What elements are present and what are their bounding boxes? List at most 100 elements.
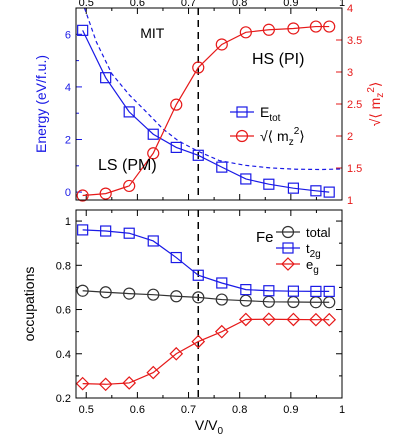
top-panel-series [76, 7, 343, 202]
point-E_tot [323, 186, 335, 198]
point-t2g [77, 224, 89, 236]
legend-marker [282, 242, 294, 254]
legend-label-main: t [306, 241, 310, 256]
top-x-tick-label: 0.9 [283, 0, 298, 9]
point-moment [239, 26, 252, 39]
legend-label: Etot [260, 104, 281, 124]
point-moment [215, 38, 228, 51]
legend-label: √⟨ mz2⟩ [260, 126, 305, 148]
legend-label-sup: 2 [294, 126, 300, 137]
moment-tick-label: 3 [347, 67, 353, 79]
legend-label-sub: g [313, 265, 319, 276]
point-E_tot [240, 173, 252, 185]
point-total [192, 291, 205, 304]
point-E_tot [310, 185, 322, 197]
point-moment [309, 20, 323, 33]
moment-tick-label: 2.5 [347, 99, 362, 111]
moment-tick-label: 1.5 [347, 163, 362, 175]
point-eg [75, 376, 90, 391]
legend-label-main: total [306, 225, 331, 240]
occupations-axis-label: occupations [21, 267, 37, 342]
energy-tick-label: 6 [65, 29, 71, 41]
point-t2g [192, 269, 204, 281]
point-eg [286, 312, 301, 327]
top-x-tick-label: 1 [339, 0, 345, 9]
point-t2g [216, 277, 228, 289]
bottom-x-tick-label: 0.9 [283, 404, 298, 416]
point-E_tot [192, 149, 204, 161]
occupation-tick-label: 0.4 [56, 349, 71, 361]
point-eg [238, 312, 253, 327]
top-x-tick-label: 0.7 [181, 0, 196, 9]
point-eg [169, 346, 184, 361]
point-t2g [100, 225, 112, 237]
legend-marker [235, 129, 249, 143]
point-t2g [310, 285, 322, 297]
point-eg [309, 312, 323, 327]
point-t2g [147, 235, 159, 247]
legend-label-main: √⟨ m [260, 128, 289, 144]
legend-label: eg [306, 257, 319, 276]
point-t2g [287, 285, 300, 297]
bottom-x-tick-label: 0.7 [181, 404, 196, 416]
bottom-panel-ticks: 0.5 0.6 0.7 0.8 0.9 1 0.2 0.4 0.6 0.8 1 [56, 210, 345, 416]
energy-tick-label: 0 [65, 187, 71, 199]
bottom-panel: 0.5 0.6 0.7 0.8 0.9 1 0.2 0.4 0.6 0.8 1 Fe occupat… [21, 209, 345, 437]
point-eg [322, 312, 337, 327]
legend-label: total [306, 225, 331, 240]
series-line-t2g [82, 229, 330, 292]
point-moment [192, 61, 205, 74]
point-t2g [123, 227, 135, 239]
point-total [99, 286, 112, 299]
point-moment [170, 98, 183, 111]
series-line-total [82, 290, 330, 303]
point-eg [214, 324, 229, 339]
hs-label: HS (PI) [252, 51, 304, 68]
bottom-x-tick-label: 0.5 [79, 404, 94, 416]
moment-axis-label-main: √⟨ m [367, 98, 383, 127]
moment-axis-label: √⟨ mz2⟩ [366, 82, 386, 127]
point-t2g [240, 284, 252, 296]
top-x-tick-label: 0.8 [232, 0, 247, 9]
point-E_tot [100, 72, 112, 84]
point-E_tot [263, 178, 275, 190]
series-line-E_fit [83, 7, 343, 171]
point-total [170, 290, 183, 303]
moment-axis-label-sup: 2 [366, 87, 377, 93]
energy-tick-label: 2 [65, 135, 71, 147]
point-moment [123, 179, 136, 193]
point-E_tot [123, 106, 135, 118]
point-total [123, 287, 136, 300]
bottom-x-tick-label: 0.8 [232, 404, 247, 416]
point-t2g [323, 285, 335, 297]
point-t2g [263, 285, 275, 297]
point-eg [191, 334, 206, 349]
legend-marker [281, 225, 295, 239]
legend-label-tail: ⟩ [299, 128, 304, 144]
top-x-tick-label: 0.5 [79, 0, 94, 9]
occupation-tick-label: 0.6 [56, 305, 71, 317]
legend-label-sub: z [289, 137, 294, 148]
x-axis-label-main: V/V [195, 417, 218, 433]
occupation-tick-label: 1 [65, 216, 71, 228]
moment-tick-label: 1 [347, 195, 353, 207]
energy-axis-label: Energy (eV/f.u.) [33, 55, 49, 153]
x-axis-label-sub: 0 [218, 426, 224, 437]
legend-label-main: e [306, 257, 313, 272]
energy-tick-label: 4 [65, 82, 71, 94]
point-moment [76, 189, 89, 202]
point-eg [98, 377, 113, 392]
point-moment [323, 20, 336, 33]
moment-axis-label-close: ⟩ [367, 82, 383, 87]
bottom-x-tick-label: 1 [339, 404, 345, 416]
top-panel-ticks: 0.5 0.6 0.7 0.8 0.9 1 0 2 4 6 1 1.5 2 2.5 3 3.5 4 [65, 0, 362, 207]
legend-marker [236, 106, 248, 118]
moment-tick-label: 4 [347, 3, 353, 15]
ls-label: LS (PM) [98, 157, 157, 174]
series-line-eg [82, 318, 330, 385]
point-eg [146, 365, 161, 380]
point-E_tot [77, 24, 89, 36]
series-line-E_tot [82, 30, 330, 193]
top-panel: 0.5 0.6 0.7 0.8 0.9 1 0 2 4 6 1 1.5 2 2.5 3 3.5 4 MIT HS… [33, 0, 386, 207]
